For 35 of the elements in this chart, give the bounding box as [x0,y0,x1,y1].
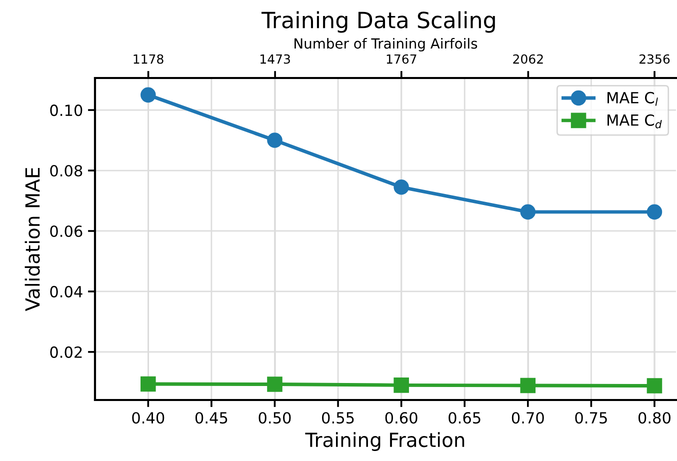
point [140,376,156,392]
chart-title: Training Data Scaling [261,11,495,33]
x-tick-label: 0.70 [512,412,544,424]
legend-label: MAE C$_{l}$ [608,92,658,106]
y-tick-label: 0.06 [50,225,82,238]
x2-tick-label: 1178 [134,54,164,64]
x2-tick-label: 1767 [386,54,416,64]
point [394,180,409,195]
point [394,378,409,393]
x-tick-label: 0.40 [132,412,164,424]
y-tick-label: 0.08 [50,164,82,177]
x-tick-label: 0.75 [575,412,607,424]
x2-tick-label: 2356 [640,54,670,64]
x2-tick-label: 1473 [260,54,290,64]
x-tick-label: 0.45 [195,412,228,424]
point [646,204,662,220]
x-tick-label: 0.55 [322,412,354,424]
y-tick-label: 0.10 [50,104,82,116]
point [520,204,536,220]
x2-axis-title: Number of Training Airfoils [294,38,478,52]
x-axis-title: Training Fraction [305,432,464,451]
point [267,376,282,392]
point [140,87,156,103]
x-tick-label: 0.65 [448,412,480,424]
x-tick-label: 0.60 [385,412,418,424]
y-tick-label: 0.02 [50,346,82,358]
x2-tick-label: 2062 [513,54,543,64]
point [646,378,662,394]
legend-label: MAE C$_{d}$ [608,114,662,128]
point [520,378,536,394]
x-tick-label: 0.80 [638,412,670,424]
y-tick-label: 0.04 [50,286,82,298]
x-tick-label: 0.50 [258,412,291,424]
y-axis-title: Validation MAE [24,168,40,312]
point [267,132,282,148]
